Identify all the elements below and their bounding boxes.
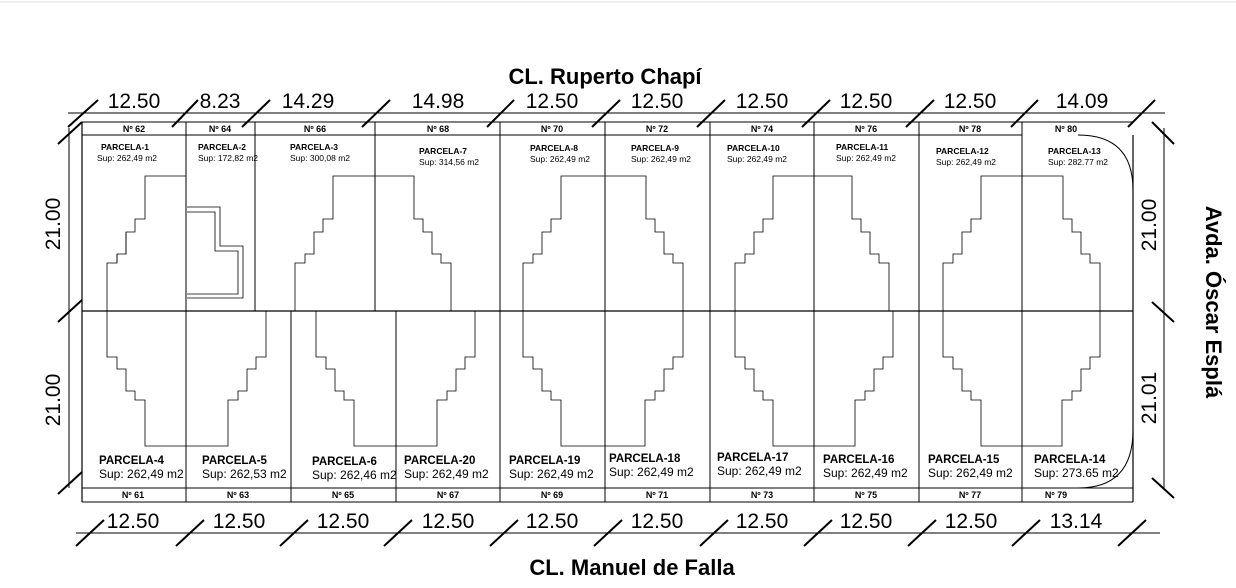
parcel-17-name: PARCELA-17: [717, 452, 788, 464]
street-number-77: Nº 77: [959, 490, 981, 500]
dim-top-6: 12.50: [631, 90, 684, 113]
parcel-11-area: Sup: 262,49 m2: [836, 153, 896, 163]
dim-bottom-8: 12.50: [840, 510, 893, 533]
parcel-5-name: PARCELA-5: [202, 455, 268, 467]
parcel-6-area: Sup: 262,46 m2: [312, 468, 397, 482]
parcel-3-name: PARCELA-3: [290, 142, 338, 152]
parcel-4-area: Sup: 262,49 m2: [99, 467, 184, 481]
street-number-69: Nº 69: [541, 490, 563, 500]
dim-top-5: 12.50: [526, 90, 579, 113]
parcel-13-area: Sup: 282.77 m2: [1048, 157, 1108, 167]
street-number-66: Nº 66: [304, 124, 326, 134]
bottom-dimension-line: [75, 519, 1160, 547]
dim-top-7: 12.50: [736, 90, 789, 113]
dim-left-upper: 21.00: [42, 198, 65, 251]
parcel-12-area: Sup: 262,49 m2: [936, 157, 996, 167]
street-number-71: Nº 71: [646, 490, 668, 500]
street-top-label: CL. Ruperto Chapí: [508, 64, 702, 89]
parcel-6-name: PARCELA-6: [312, 456, 377, 468]
street-number-65: Nº 65: [332, 490, 354, 500]
dim-bottom-7: 12.50: [736, 510, 789, 533]
dim-top-4: 14.98: [412, 90, 465, 113]
street-number-64: Nº 64: [209, 124, 231, 134]
parcel-10-name: PARCELA-10: [727, 143, 780, 153]
parcel-16-area: Sup: 262,49 m2: [823, 466, 908, 480]
parcel-20-area: Sup: 262,49 m2: [404, 467, 489, 481]
parcel-8-name: PARCELA-8: [530, 143, 578, 153]
street-right-label: Avda. Óscar Esplá: [1201, 206, 1226, 399]
street-bottom-label: CL. Manuel de Falla: [529, 555, 735, 580]
dim-right-upper: 21.00: [1138, 199, 1161, 252]
block-outline: [81, 122, 1134, 502]
dim-bottom-2: 12.50: [213, 510, 266, 533]
parcel-17-area: Sup: 262,49 m2: [717, 464, 802, 478]
parcel-1-name: PARCELA-1: [101, 142, 149, 152]
street-number-62: Nº 62: [123, 124, 145, 134]
street-number-79: Nº 79: [1045, 490, 1067, 500]
parcel-18-area: Sup: 262,49 m2: [609, 465, 694, 479]
dim-bottom-5: 12.50: [526, 510, 579, 533]
dim-left-lower: 21.00: [42, 374, 65, 427]
parcel-7-name: PARCELA-7: [419, 146, 467, 156]
dim-top-8: 12.50: [840, 90, 893, 113]
dim-bottom-6: 12.50: [631, 510, 684, 533]
street-number-74: Nº 74: [751, 124, 773, 134]
parcel-18-name: PARCELA-18: [609, 453, 681, 465]
dim-bottom-1: 12.50: [107, 510, 160, 533]
street-number-61: Nº 61: [122, 490, 144, 500]
parcel-9-area: Sup: 262,49 m2: [631, 154, 691, 164]
parcel-15-area: Sup: 262,49 m2: [928, 466, 1013, 480]
right-dimension-line: [1151, 121, 1175, 499]
parcel-14-area: Sup: 273.65 m2: [1034, 466, 1119, 480]
parcel-2-area: Sup: 172,82 m2: [198, 153, 258, 163]
parcel-8-area: Sup: 262,49 m2: [530, 154, 590, 164]
dim-top-10: 14.09: [1056, 90, 1109, 113]
street-number-78: Nº 78: [959, 124, 981, 134]
street-number-76: Nº 76: [855, 124, 877, 134]
dim-bottom-3: 12.50: [317, 510, 370, 533]
parcel-13-name: PARCELA-13: [1048, 146, 1101, 156]
parcel-11-name: PARCELA-11: [836, 142, 889, 152]
parcel-4-name: PARCELA-4: [99, 455, 165, 467]
street-number-63: Nº 63: [227, 490, 249, 500]
parcel-3-area: Sup: 300,08 m2: [290, 153, 350, 163]
parcel-15-name: PARCELA-15: [928, 454, 1000, 466]
dim-right-lower: 21.01: [1138, 372, 1161, 425]
parcel-2-name: PARCELA-2: [198, 142, 246, 152]
parcel-1-area: Sup: 262,49 m2: [97, 153, 157, 163]
dim-top-1: 12.50: [108, 90, 161, 113]
dim-bottom-10: 13.14: [1050, 510, 1103, 533]
dim-bottom-9: 12.50: [945, 510, 998, 533]
parcel-14-name: PARCELA-14: [1034, 454, 1106, 466]
parcel-10-area: Sup: 262,49 m2: [727, 154, 787, 164]
house-footprints: [106, 175, 1101, 447]
street-number-67: Nº 67: [437, 490, 459, 500]
lower-parcel-dividers: [185, 311, 1023, 502]
parcel-5-area: Sup: 262,53 m2: [202, 467, 287, 481]
parcel-7-area: Sup: 314,56 m2: [419, 157, 479, 167]
street-number-80: Nº 80: [1055, 124, 1077, 134]
street-number-70: Nº 70: [541, 124, 563, 134]
parcel-16-name: PARCELA-16: [823, 454, 894, 466]
street-number-68: Nº 68: [427, 124, 449, 134]
parcel-19-name: PARCELA-19: [509, 455, 580, 467]
left-dimension-line: [57, 121, 83, 495]
street-number-75: Nº 75: [855, 490, 877, 500]
parcel-19-area: Sup: 262,49 m2: [509, 467, 594, 481]
street-number-73: Nº 73: [751, 490, 773, 500]
parcel-9-name: PARCELA-9: [631, 143, 679, 153]
dim-bottom-4: 12.50: [422, 510, 475, 533]
street-number-72: Nº 72: [646, 124, 668, 134]
dim-top-3: 14.29: [282, 90, 335, 113]
parcel-20-name: PARCELA-20: [404, 455, 475, 467]
dim-top-2: 8.23: [200, 90, 241, 113]
parcel-12-name: PARCELA-12: [936, 146, 989, 156]
dim-top-9: 12.50: [944, 90, 997, 113]
